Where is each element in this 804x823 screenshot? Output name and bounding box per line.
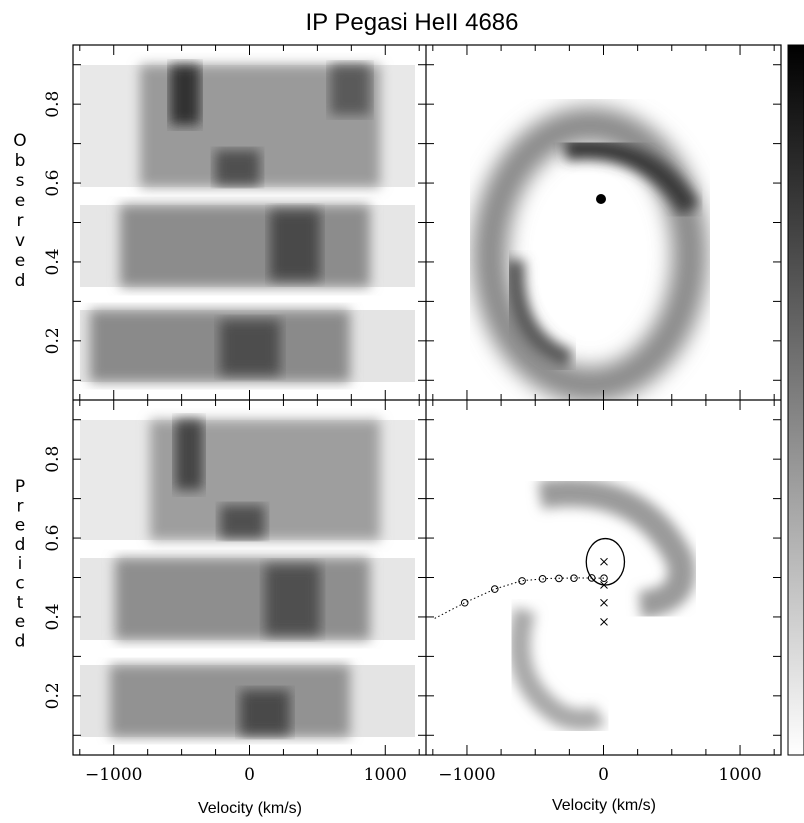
row-label-letter: r [17,211,24,231]
y-tick-label: 0.6 [43,525,63,552]
predicted-spectra-band-middle [80,558,415,640]
x-tick-label: −1000 [438,765,496,785]
y-tick-label: 0.8 [43,91,63,118]
observed-spectra-band-upper [80,65,415,187]
row-label-letter: d [15,631,26,651]
predicted-trailed-spectra [80,420,415,737]
predicted-spectra-band-lower [80,665,415,737]
chart-title: IP Pegasi HeII 4686 [305,9,518,36]
stream-point [600,574,608,582]
row-label-letter: e [15,612,25,632]
y-tick-label: 0.2 [43,327,63,354]
row-label-letter: v [15,231,25,251]
cross-marker [600,557,608,566]
observed-spectra-band-lower [80,310,415,382]
y-tick-label: 0.2 [43,682,63,709]
y-tick-label: 0.8 [43,446,63,473]
y-tick-label: 0.6 [43,170,63,197]
y-tick-label: 0.4 [43,603,63,630]
row-label-letter: s [16,171,25,191]
colorbar [787,44,804,756]
cross-marker [600,618,608,626]
x-tick-label: −1000 [85,765,143,785]
predicted-markers [433,537,626,626]
axis-ticks: −1000 0 1000 −1000 0 1000 0.2 0.4 0.6 0.8 0.2 0.4 0.… [43,45,781,785]
row-label-letter: r [17,496,24,516]
row-label-letter: P [15,477,25,497]
row-label-letter: e [15,251,25,271]
observed-spectra-band-middle [80,205,415,287]
row-label-letter: i [18,554,23,574]
y-tick-label: 0.4 [43,248,63,275]
predicted-doppler-map [433,478,696,731]
stream-point [587,574,596,582]
row-label-letter: O [13,131,26,151]
x-tick-label: 1000 [364,765,407,785]
observed-spot [596,194,606,204]
row-label-letter: t [17,593,24,613]
x-axis-label-left: Velocity (km/s) [198,800,302,817]
x-tick-label: 0 [598,765,609,785]
row-label-letter: b [15,151,26,171]
x-axis-label-right: Velocity (km/s) [552,797,656,814]
observed-trailed-spectra [80,65,415,382]
row-label-letter: d [15,271,26,291]
cross-marker [600,581,608,589]
stream-point [490,585,499,593]
cross-marker [600,598,608,607]
stream-point [460,598,469,607]
x-tick-label: 0 [244,765,255,785]
roche-lobe [585,537,626,586]
observed-doppler-map [472,107,708,400]
stream-point [518,577,526,585]
x-tick-label: 1000 [718,765,761,785]
stream-point [570,574,578,582]
predicted-spectra-band-upper [80,420,415,540]
row-label-letter: d [15,535,26,555]
row-label-letter: e [15,516,25,536]
row-label-letter: e [15,191,25,211]
row-label-letter: c [15,574,24,594]
stream-point [555,574,563,583]
stream-point [538,575,547,583]
